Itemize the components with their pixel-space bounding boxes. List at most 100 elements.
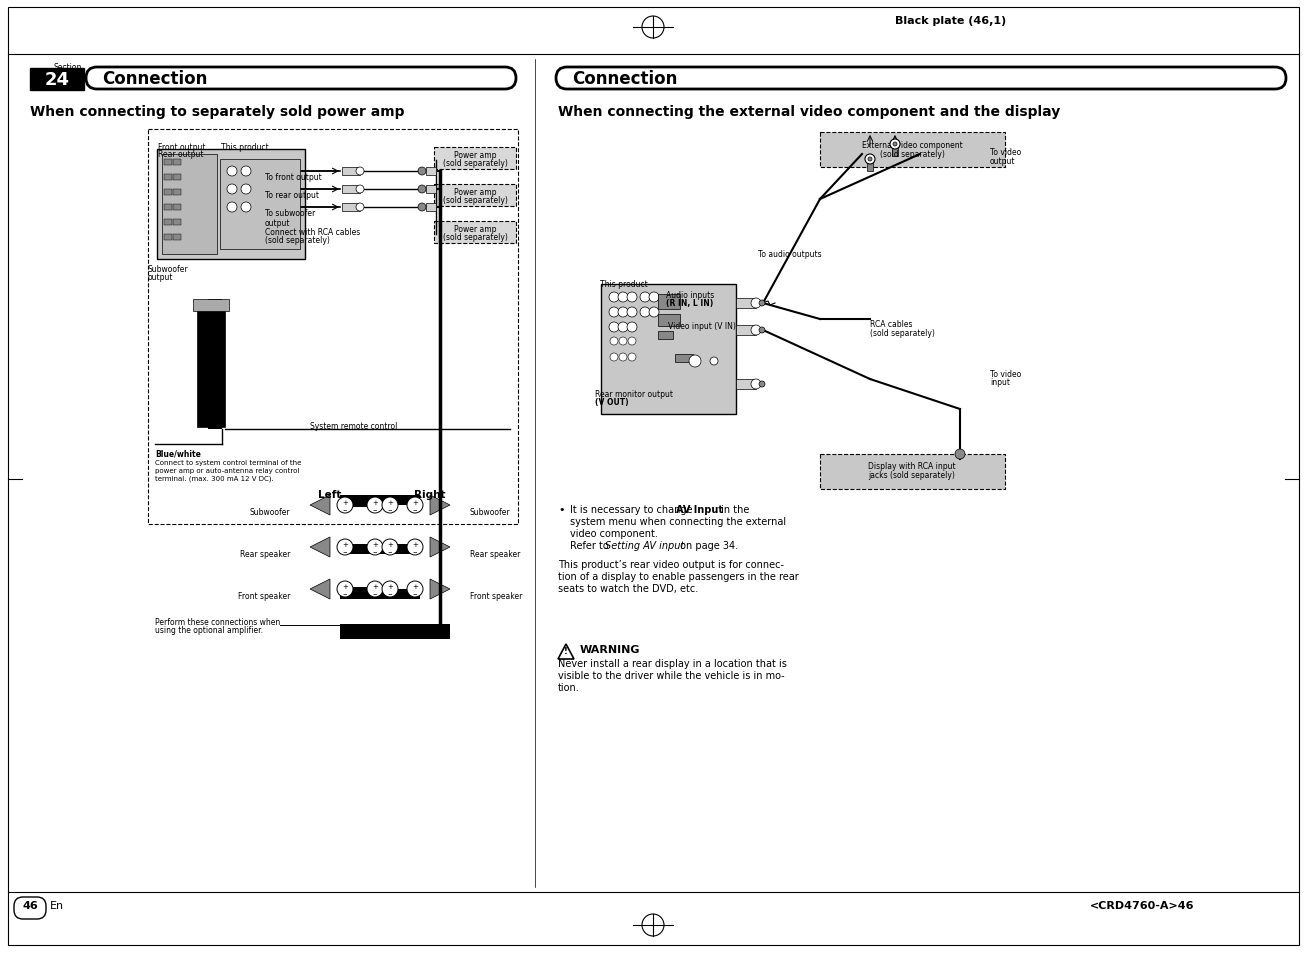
Text: To front output: To front output bbox=[265, 172, 322, 182]
Bar bbox=[657, 332, 673, 339]
Text: −: − bbox=[372, 506, 378, 512]
Text: It is necessary to change: It is necessary to change bbox=[570, 504, 695, 515]
Bar bbox=[173, 160, 180, 166]
Text: −: − bbox=[372, 548, 378, 554]
Circle shape bbox=[650, 293, 659, 303]
Circle shape bbox=[367, 581, 383, 598]
Bar bbox=[220, 160, 301, 250]
Text: −: − bbox=[388, 506, 392, 512]
Circle shape bbox=[618, 308, 627, 317]
Text: Rear speaker: Rear speaker bbox=[471, 550, 520, 558]
Circle shape bbox=[356, 186, 365, 193]
Text: (V OUT): (V OUT) bbox=[595, 397, 629, 407]
Bar bbox=[30, 69, 84, 91]
Circle shape bbox=[752, 326, 761, 335]
Text: terminal. (max. 300 mA 12 V DC).: terminal. (max. 300 mA 12 V DC). bbox=[156, 476, 273, 482]
Circle shape bbox=[356, 204, 365, 212]
Circle shape bbox=[609, 308, 620, 317]
Text: Perform these connections when: Perform these connections when bbox=[156, 618, 280, 626]
Bar bbox=[340, 544, 420, 555]
Text: −: − bbox=[342, 548, 348, 554]
Text: −: − bbox=[342, 590, 348, 596]
Text: Power amp: Power amp bbox=[454, 151, 497, 160]
Text: Connect to system control terminal of the: Connect to system control terminal of th… bbox=[156, 459, 302, 465]
Text: +: + bbox=[372, 541, 378, 547]
Circle shape bbox=[759, 301, 765, 307]
Text: When connecting the external video component and the display: When connecting the external video compo… bbox=[558, 105, 1060, 119]
Bar bbox=[867, 160, 873, 172]
Circle shape bbox=[227, 185, 237, 194]
Circle shape bbox=[620, 354, 627, 361]
Text: Connect with RCA cables: Connect with RCA cables bbox=[265, 228, 361, 236]
Text: visible to the driver while the vehicle is in mo-: visible to the driver while the vehicle … bbox=[558, 670, 784, 680]
Circle shape bbox=[382, 539, 399, 556]
Polygon shape bbox=[310, 579, 329, 599]
Text: (sold separately): (sold separately) bbox=[880, 150, 945, 159]
Bar bbox=[163, 160, 173, 166]
Text: (R IN, L IN): (R IN, L IN) bbox=[667, 298, 714, 308]
Text: Subwoofer: Subwoofer bbox=[250, 507, 290, 517]
Circle shape bbox=[418, 168, 426, 175]
Bar bbox=[657, 314, 680, 327]
Circle shape bbox=[240, 167, 251, 177]
Polygon shape bbox=[430, 496, 450, 516]
Circle shape bbox=[627, 308, 637, 317]
Text: RCA cables: RCA cables bbox=[870, 319, 912, 329]
Text: (sold separately): (sold separately) bbox=[265, 235, 329, 245]
Bar bbox=[173, 190, 180, 195]
Text: (sold separately): (sold separately) bbox=[443, 159, 507, 168]
Text: 24: 24 bbox=[44, 71, 69, 89]
Text: output: output bbox=[989, 157, 1016, 166]
Text: Right: Right bbox=[414, 490, 446, 499]
Circle shape bbox=[382, 581, 399, 598]
Bar bbox=[193, 299, 229, 312]
Text: (sold separately): (sold separately) bbox=[443, 233, 507, 242]
Text: Subwoofer: Subwoofer bbox=[471, 507, 511, 517]
Circle shape bbox=[710, 357, 718, 366]
Text: −: − bbox=[342, 506, 348, 512]
Text: power amp or auto-antenna relay control: power amp or auto-antenna relay control bbox=[156, 468, 299, 474]
Bar bbox=[426, 204, 437, 212]
Polygon shape bbox=[310, 537, 329, 558]
Circle shape bbox=[955, 450, 965, 459]
Circle shape bbox=[227, 203, 237, 213]
Bar bbox=[340, 624, 450, 639]
Circle shape bbox=[337, 497, 353, 514]
Text: +: + bbox=[412, 499, 418, 505]
Bar bbox=[340, 589, 420, 599]
Text: +: + bbox=[387, 499, 393, 505]
Bar bbox=[736, 298, 755, 309]
Text: using the optional amplifier.: using the optional amplifier. bbox=[156, 625, 263, 635]
Circle shape bbox=[627, 354, 637, 361]
Text: To video: To video bbox=[989, 148, 1021, 157]
Text: Rear speaker: Rear speaker bbox=[239, 550, 290, 558]
Text: +: + bbox=[342, 583, 348, 589]
Circle shape bbox=[337, 539, 353, 556]
Text: −: − bbox=[413, 506, 417, 512]
Text: Rear monitor output: Rear monitor output bbox=[595, 390, 673, 398]
Text: This product: This product bbox=[221, 143, 269, 152]
Bar bbox=[350, 503, 389, 507]
Bar bbox=[350, 587, 389, 592]
Text: Rear output: Rear output bbox=[158, 150, 204, 159]
Circle shape bbox=[418, 204, 426, 212]
Circle shape bbox=[868, 158, 872, 162]
Text: in the: in the bbox=[718, 504, 749, 515]
Text: To subwoofer
output: To subwoofer output bbox=[265, 209, 315, 228]
Text: Never install a rear display in a location that is: Never install a rear display in a locati… bbox=[558, 659, 787, 668]
Text: •: • bbox=[558, 504, 565, 515]
Text: jacks (sold separately): jacks (sold separately) bbox=[869, 471, 955, 479]
Bar bbox=[157, 150, 305, 260]
Bar bbox=[163, 234, 173, 241]
Bar bbox=[197, 308, 225, 428]
Polygon shape bbox=[430, 537, 450, 558]
Bar bbox=[340, 496, 420, 505]
Circle shape bbox=[367, 539, 383, 556]
Text: input: input bbox=[989, 377, 1010, 387]
Text: +: + bbox=[412, 541, 418, 547]
Text: +: + bbox=[372, 583, 378, 589]
Text: +: + bbox=[342, 499, 348, 505]
Bar bbox=[891, 145, 898, 157]
Text: −: − bbox=[388, 590, 392, 596]
Text: Connection: Connection bbox=[102, 70, 208, 88]
